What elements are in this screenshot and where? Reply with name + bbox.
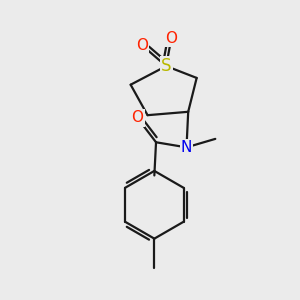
Text: O: O [131, 110, 143, 125]
Text: S: S [161, 57, 171, 75]
Text: O: O [136, 38, 148, 52]
Text: N: N [181, 140, 192, 155]
Text: O: O [165, 31, 177, 46]
